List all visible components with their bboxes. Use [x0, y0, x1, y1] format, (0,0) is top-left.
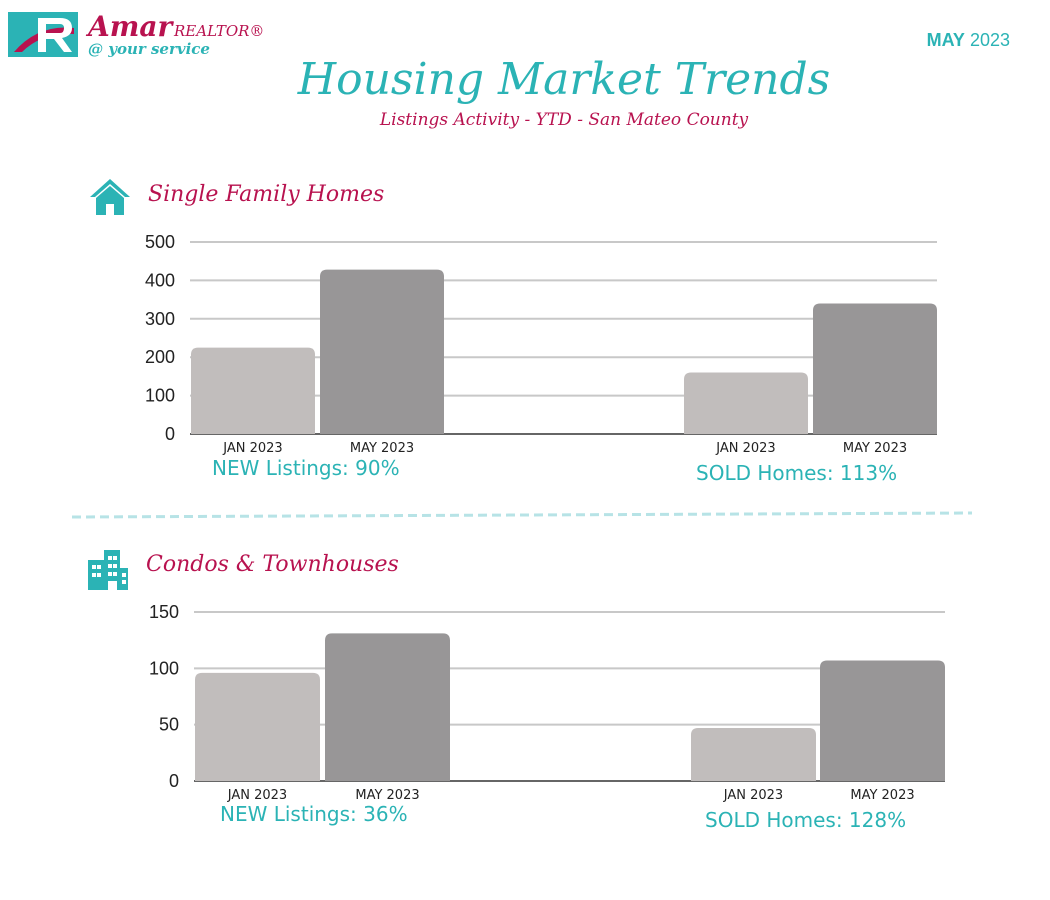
section-title-condos: Condos & Townhouses [146, 552, 399, 577]
bar [325, 633, 450, 781]
page-title: Housing Market Trends [297, 54, 831, 105]
bar [813, 303, 937, 434]
y-tick-label: 0 [165, 424, 175, 444]
bar [684, 372, 808, 434]
x-tick-label: MAY 2023 [850, 788, 914, 803]
logo-mark-icon [8, 12, 78, 57]
x-tick-label: JAN 2023 [715, 441, 775, 456]
y-tick-label: 100 [145, 386, 175, 406]
bar [195, 672, 320, 781]
x-tick-label: JAN 2023 [227, 788, 287, 803]
y-tick-label: 100 [149, 658, 179, 678]
section-title-single-family: Single Family Homes [148, 182, 385, 207]
x-tick-label: MAY 2023 [843, 441, 907, 456]
page-subtitle: Listings Activity - YTD - San Mateo Coun… [379, 110, 749, 130]
bar [320, 269, 444, 434]
bar [191, 347, 315, 434]
x-tick-label: MAY 2023 [355, 788, 419, 803]
report-year: 2023 [969, 30, 1010, 50]
bar [691, 728, 816, 781]
brand-logo: Amar REALTOR® @ your service [8, 10, 268, 60]
y-tick-label: 150 [149, 602, 179, 622]
y-tick-label: 300 [145, 309, 175, 329]
y-tick-label: 50 [159, 715, 179, 735]
y-tick-label: 500 [145, 232, 175, 252]
x-tick-label: MAY 2023 [350, 441, 414, 456]
caption-condo-new-listings: NEW Listings: 36% [220, 802, 408, 826]
y-tick-label: 400 [145, 270, 175, 290]
bar [820, 660, 945, 781]
x-tick-label: JAN 2023 [222, 441, 282, 456]
brand-name: Amar [88, 10, 173, 43]
y-tick-label: 200 [145, 347, 175, 367]
section-divider [72, 511, 972, 519]
report-date: MAY 2023 [927, 30, 1010, 51]
building-icon [88, 550, 128, 590]
brand-suffix: REALTOR® [174, 22, 265, 40]
caption-sfh-new-listings: NEW Listings: 90% [212, 456, 400, 480]
house-icon [90, 179, 130, 215]
caption-condo-sold-homes: SOLD Homes: 128% [705, 808, 907, 832]
caption-sfh-sold-homes: SOLD Homes: 113% [696, 461, 898, 485]
y-tick-label: 0 [169, 771, 179, 791]
x-tick-label: JAN 2023 [723, 788, 783, 803]
brand-tagline: @ your service [88, 40, 210, 58]
report-month: MAY [926, 30, 965, 50]
